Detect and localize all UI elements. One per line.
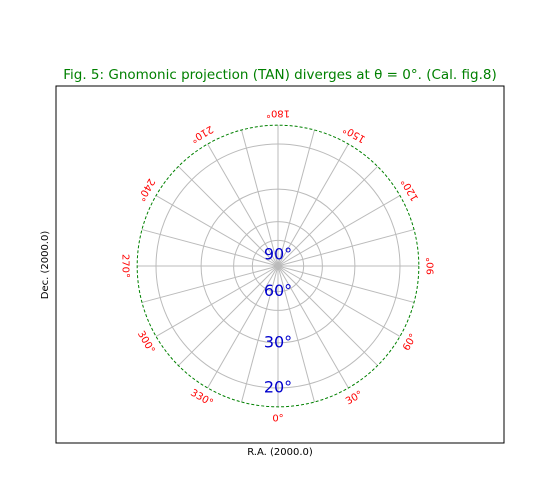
ra-label-330: 330° [188,388,214,410]
meridian-line-315 [178,265,279,366]
graticule [136,124,420,408]
meridian-line-120 [277,195,401,267]
ra-label-0: 0° [272,413,283,424]
meridian-line-135 [277,166,378,267]
parallel-circle-30 [200,188,356,344]
meridian-line-210 [207,143,279,267]
plot-frame [55,85,505,444]
meridian-line-60 [277,265,401,337]
ra-label-300: 300° [135,329,157,355]
ra-label-270: 270° [120,254,131,278]
meridian-line-255 [141,229,279,267]
parallel-circle-45 [233,221,323,311]
meridian-line-165 [277,129,315,267]
meridian-line-75 [277,265,415,303]
ra-label-180: 180° [266,108,290,119]
projection-boundary [136,124,420,408]
meridian-line-15 [277,265,315,403]
parallel-circle-20 [155,143,401,389]
ra-label-30: 30° [344,389,365,407]
meridian-line-45 [277,265,378,366]
ra-label-210: 210° [188,123,214,145]
meridian-line-345 [241,265,279,403]
meridian-line-300 [155,265,279,337]
meridian-line-330 [207,265,279,389]
meridian-line-105 [277,229,415,267]
dec-tick-labels: 90° 60° 30° 20° [264,245,292,397]
dec-label-60: 60° [264,281,292,300]
meridian-line-240 [155,195,279,267]
x-axis-label: R.A. (2000.0) [247,447,313,458]
dec-label-30: 30° [264,332,292,351]
ra-label-120: 120° [400,176,422,202]
meridian-line-30 [277,265,349,389]
ra-label-150: 150° [341,123,367,145]
ra-label-240: 240° [135,176,157,202]
parallel-circle-60 [251,239,305,293]
ra-label-90: 90° [425,257,436,275]
chart-title: Fig. 5: Gnomonic projection (TAN) diverg… [63,67,496,83]
ra-label-60: 60° [401,332,419,353]
dec-label-90: 90° [264,245,292,264]
meridian-line-150 [277,143,349,267]
y-axis-label: Dec. (2000.0) [40,231,51,300]
dec-label-20: 20° [264,377,292,396]
meridian-line-285 [141,265,279,303]
meridian-line-195 [241,129,279,267]
meridian-line-225 [178,166,279,267]
ra-tick-labels: 0° 30° 60° 90° 120° 150° 180° 210° 240° 270° 300° 3… [120,108,437,425]
